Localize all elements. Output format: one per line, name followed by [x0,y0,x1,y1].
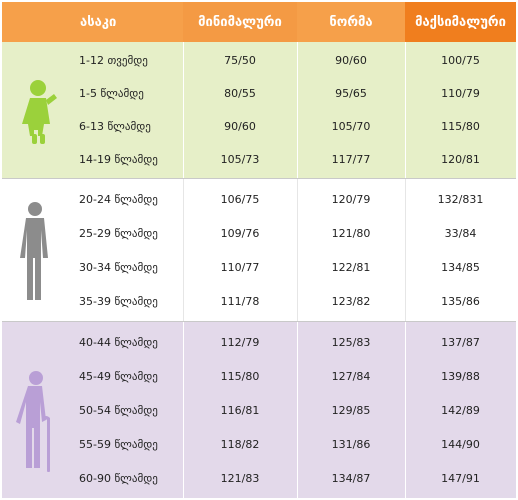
min-cell: 80/55 [224,87,256,100]
max-cell: 110/79 [441,87,480,100]
max-cell: 120/81 [441,153,480,166]
age-cell: 1-12 თვემდე [79,54,148,67]
min-cell: 112/79 [220,336,260,349]
min-cell: 90/60 [224,120,256,133]
age-cell: 45-49 წლამდე [79,370,158,383]
min-cell: 111/78 [220,295,260,308]
age-cell: 14-19 წლამდე [79,153,158,166]
header-age: ასაკი [2,2,183,42]
max-cell: 142/89 [441,404,480,417]
max-cell: 147/91 [441,472,480,485]
norm-cell: 129/85 [331,404,371,417]
norm-cell: 131/86 [331,438,371,451]
norm-cell: 117/77 [331,153,371,166]
group-adults: 20-24 წლამდე 106/75 120/79 132/831 25-29… [2,179,516,321]
adult-figure-icon [2,179,74,321]
age-cell: 6-13 წლამდე [79,120,151,133]
age-cell: 40-44 წლამდე [79,336,158,349]
norm-cell: 95/65 [335,87,367,100]
min-cell: 116/81 [220,404,260,417]
max-cell: 139/88 [441,370,480,383]
norm-cell: 134/87 [331,472,371,485]
child-figure-icon [2,42,74,178]
header-max: მაქსიმალური [405,2,516,42]
norm-cell: 125/83 [331,336,371,349]
max-cell: 115/80 [441,120,480,133]
age-cell: 35-39 წლამდე [79,295,158,308]
max-cell: 137/87 [441,336,480,349]
min-cell: 110/77 [220,261,260,274]
max-cell: 33/84 [444,227,477,240]
max-cell: 135/86 [441,295,480,308]
norm-cell: 123/82 [331,295,371,308]
max-cell: 132/831 [437,193,484,206]
max-cell: 100/75 [441,54,480,67]
elderly-figure-icon [2,322,74,498]
age-cell: 25-29 წლამდე [79,227,158,240]
norm-cell: 105/70 [331,120,371,133]
norm-cell: 127/84 [331,370,371,383]
group-seniors: 40-44 წლამდე 112/79 125/83 137/87 45-49 … [2,322,516,498]
min-cell: 115/80 [220,370,260,383]
group-children: 1-12 თვემდე 75/50 90/60 100/75 1-5 წლამდ… [2,42,516,178]
norm-cell: 122/81 [331,261,371,274]
max-cell: 144/90 [441,438,480,451]
norm-cell: 90/60 [335,54,367,67]
max-cell: 134/85 [441,261,480,274]
table-header: ასაკი მინიმალური ნორმა მაქსიმალური [2,2,516,42]
age-cell: 60-90 წლამდე [79,472,158,485]
min-cell: 105/73 [220,153,260,166]
min-cell: 75/50 [224,54,256,67]
age-cell: 30-34 წლამდე [79,261,158,274]
norm-cell: 121/80 [331,227,371,240]
header-norm: ნორმა [297,2,405,42]
age-cell: 20-24 წლამდე [79,193,158,206]
min-cell: 118/82 [220,438,260,451]
age-cell: 55-59 წლამდე [79,438,158,451]
age-cell: 50-54 წლამდე [79,404,158,417]
norm-cell: 120/79 [331,193,371,206]
min-cell: 106/75 [220,193,260,206]
age-cell: 1-5 წლამდე [79,87,144,100]
min-cell: 121/83 [220,472,260,485]
min-cell: 109/76 [220,227,260,240]
header-min: მინიმალური [183,2,297,42]
